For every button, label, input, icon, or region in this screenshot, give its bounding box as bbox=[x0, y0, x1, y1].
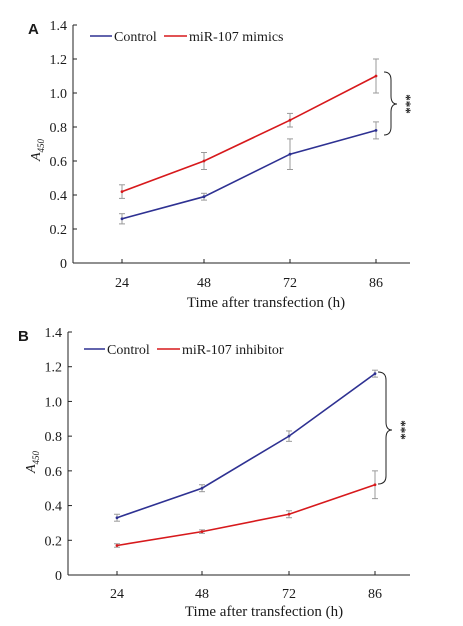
y-tick-label: 0.4 bbox=[45, 500, 63, 515]
y-ticks-b: 0 0.2 0.4 0.6 0.8 1.0 1.2 1.4 bbox=[45, 326, 72, 584]
data-point-control bbox=[115, 516, 119, 520]
y-tick-label: 0.4 bbox=[50, 189, 68, 204]
panel-label-b: B bbox=[18, 328, 29, 345]
x-axis-label-b: Time after transfection (h) bbox=[185, 604, 343, 620]
legend-label-control-b: Control bbox=[107, 343, 150, 358]
x-tick-label: 72 bbox=[283, 276, 297, 291]
y-axis-label-b: A450 bbox=[24, 450, 41, 474]
plot-area-b bbox=[114, 369, 378, 548]
data-point-treatment bbox=[288, 118, 292, 122]
y-tick-label: 1.4 bbox=[45, 326, 63, 341]
series-line-control bbox=[121, 129, 377, 220]
panel-a: A 0 0.2 0.4 0.6 0.8 1.0 1.2 1.4 24 48 72 86 Time a… bbox=[28, 19, 414, 311]
legend-label-control-a: Control bbox=[114, 30, 157, 45]
panel-b: B 0 0.2 0.4 0.6 0.8 1.0 1.2 1.4 24 48 72 86 Time a… bbox=[18, 326, 410, 620]
plot-area-a bbox=[119, 58, 379, 225]
y-tick-label: 0 bbox=[55, 569, 62, 584]
y-tick-label: 0.2 bbox=[45, 534, 63, 549]
series-line-treatment bbox=[121, 75, 377, 193]
legend-a: Control miR-107 mimics bbox=[90, 30, 284, 45]
y-tick-label: 0.6 bbox=[45, 465, 63, 480]
data-point-treatment bbox=[374, 74, 378, 78]
x-tick-label: 86 bbox=[369, 276, 383, 291]
y-tick-label: 0 bbox=[60, 257, 67, 272]
y-tick-label: 0.2 bbox=[50, 223, 68, 238]
y-tick-label: 0.8 bbox=[50, 121, 68, 136]
legend-label-treatment-b: miR-107 inhibitor bbox=[182, 343, 284, 358]
significance-bracket-b bbox=[377, 371, 393, 485]
data-point-treatment bbox=[202, 159, 206, 163]
x-tick-label: 48 bbox=[195, 587, 209, 602]
data-point-control bbox=[374, 129, 378, 132]
legend-label-treatment-a: miR-107 mimics bbox=[189, 30, 284, 45]
x-tick-label: 24 bbox=[115, 276, 129, 291]
y-axis-label-a: A450 bbox=[29, 138, 46, 162]
x-tick-labels-b: 24 48 72 86 bbox=[110, 571, 382, 602]
y-tick-label: 1.0 bbox=[45, 395, 63, 410]
y-tick-label: 1.0 bbox=[50, 87, 68, 102]
significance-marker-b: *** bbox=[394, 420, 409, 440]
significance-bracket-a bbox=[383, 71, 398, 136]
data-point-control bbox=[120, 217, 124, 221]
data-point-control bbox=[200, 486, 204, 490]
y-tick-label: 1.2 bbox=[45, 361, 63, 376]
data-point-treatment bbox=[115, 544, 119, 547]
y-tick-label: 1.4 bbox=[50, 19, 68, 34]
y-tick-label: 0.6 bbox=[50, 155, 68, 170]
y-ticks-a: 0 0.2 0.4 0.6 0.8 1.0 1.2 1.4 bbox=[50, 19, 77, 272]
significance-marker-a: *** bbox=[399, 94, 414, 114]
x-tick-label: 48 bbox=[197, 276, 211, 291]
series-line-treatment bbox=[116, 483, 376, 547]
data-point-control bbox=[288, 152, 292, 156]
x-axis-label-a: Time after transfection (h) bbox=[187, 295, 345, 311]
y-tick-label: 0.8 bbox=[45, 430, 63, 445]
panel-label-a: A bbox=[28, 21, 39, 38]
data-point-control bbox=[287, 434, 291, 438]
x-tick-label: 24 bbox=[110, 587, 124, 602]
data-point-treatment bbox=[373, 483, 377, 487]
x-tick-labels-a: 24 48 72 86 bbox=[115, 259, 383, 291]
x-tick-label: 72 bbox=[282, 587, 296, 602]
data-point-control bbox=[373, 372, 377, 376]
y-tick-label: 1.2 bbox=[50, 53, 68, 68]
legend-b: Control miR-107 inhibitor bbox=[84, 343, 284, 358]
series-line-control bbox=[116, 373, 376, 519]
data-point-treatment bbox=[287, 512, 291, 516]
data-point-treatment bbox=[120, 190, 124, 194]
data-point-control bbox=[202, 195, 206, 199]
x-tick-label: 86 bbox=[368, 587, 382, 602]
data-point-treatment bbox=[200, 530, 204, 534]
